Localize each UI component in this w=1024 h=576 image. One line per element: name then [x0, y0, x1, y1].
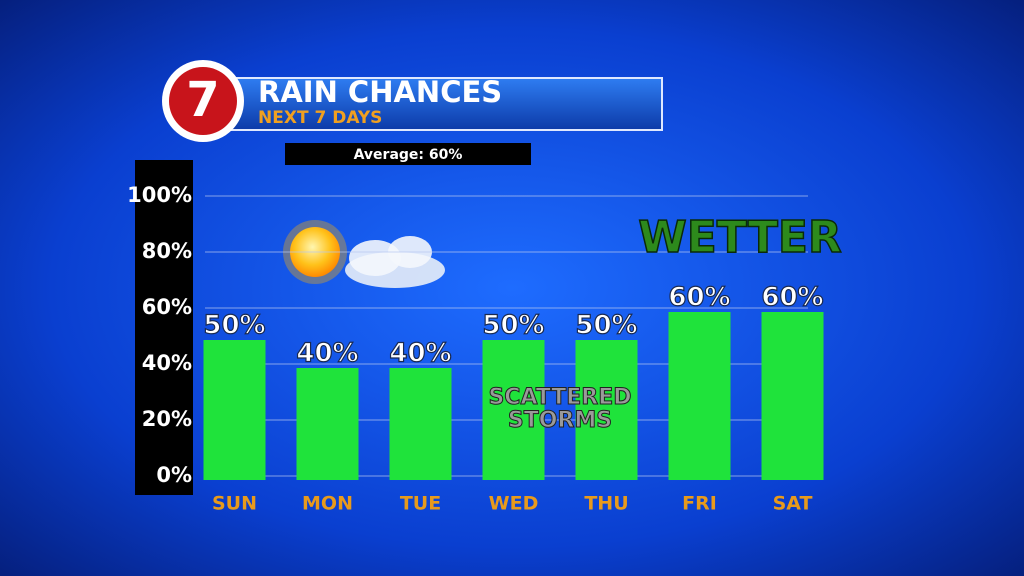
value-label: 40% — [296, 339, 358, 369]
bar — [668, 312, 731, 480]
y-tick-label: 40% — [142, 351, 192, 375]
x-tick-label: TUE — [400, 493, 441, 515]
bar — [761, 312, 824, 480]
y-tick-label: 80% — [142, 239, 192, 263]
logo — [169, 67, 237, 135]
chart-title: RAIN CHANCES — [258, 75, 502, 109]
value-label: 40% — [389, 339, 451, 369]
y-tick-label: 60% — [142, 295, 192, 319]
bar — [482, 340, 545, 480]
value-label: 50% — [575, 311, 637, 341]
average-box — [285, 143, 531, 165]
y-tick-label: 0% — [156, 463, 192, 487]
y-tick-label: 100% — [127, 183, 192, 207]
bar — [575, 340, 638, 480]
x-tick-label: THU — [584, 493, 628, 515]
value-label: 50% — [482, 311, 544, 341]
chart-subtitle: NEXT 7 DAYS — [258, 108, 382, 128]
x-tick-label: MON — [302, 493, 353, 515]
x-tick-label: SUN — [212, 493, 257, 515]
value-label: 50% — [203, 311, 265, 341]
bar — [296, 368, 359, 480]
logo-text: 7 — [186, 72, 219, 128]
value-label: 60% — [761, 283, 823, 313]
average-label: Average: 60% — [354, 147, 463, 163]
bar — [203, 340, 266, 480]
y-tick-label: 20% — [142, 407, 192, 431]
x-tick-label: SAT — [773, 493, 813, 515]
axis-panel — [135, 160, 193, 495]
title-box — [229, 77, 663, 131]
annotation: STORMS — [508, 408, 612, 433]
x-tick-label: FRI — [682, 493, 717, 515]
plot: 0% 20% 40% 60% 80% 100% SUN 50% MON 40% TUE 40% WED 5… — [127, 183, 824, 515]
annotation: SCATTERED — [488, 385, 631, 410]
annotation: WETTER — [638, 212, 842, 263]
bar — [389, 368, 452, 480]
x-tick-label: WED — [489, 493, 539, 515]
value-label: 60% — [668, 283, 730, 313]
